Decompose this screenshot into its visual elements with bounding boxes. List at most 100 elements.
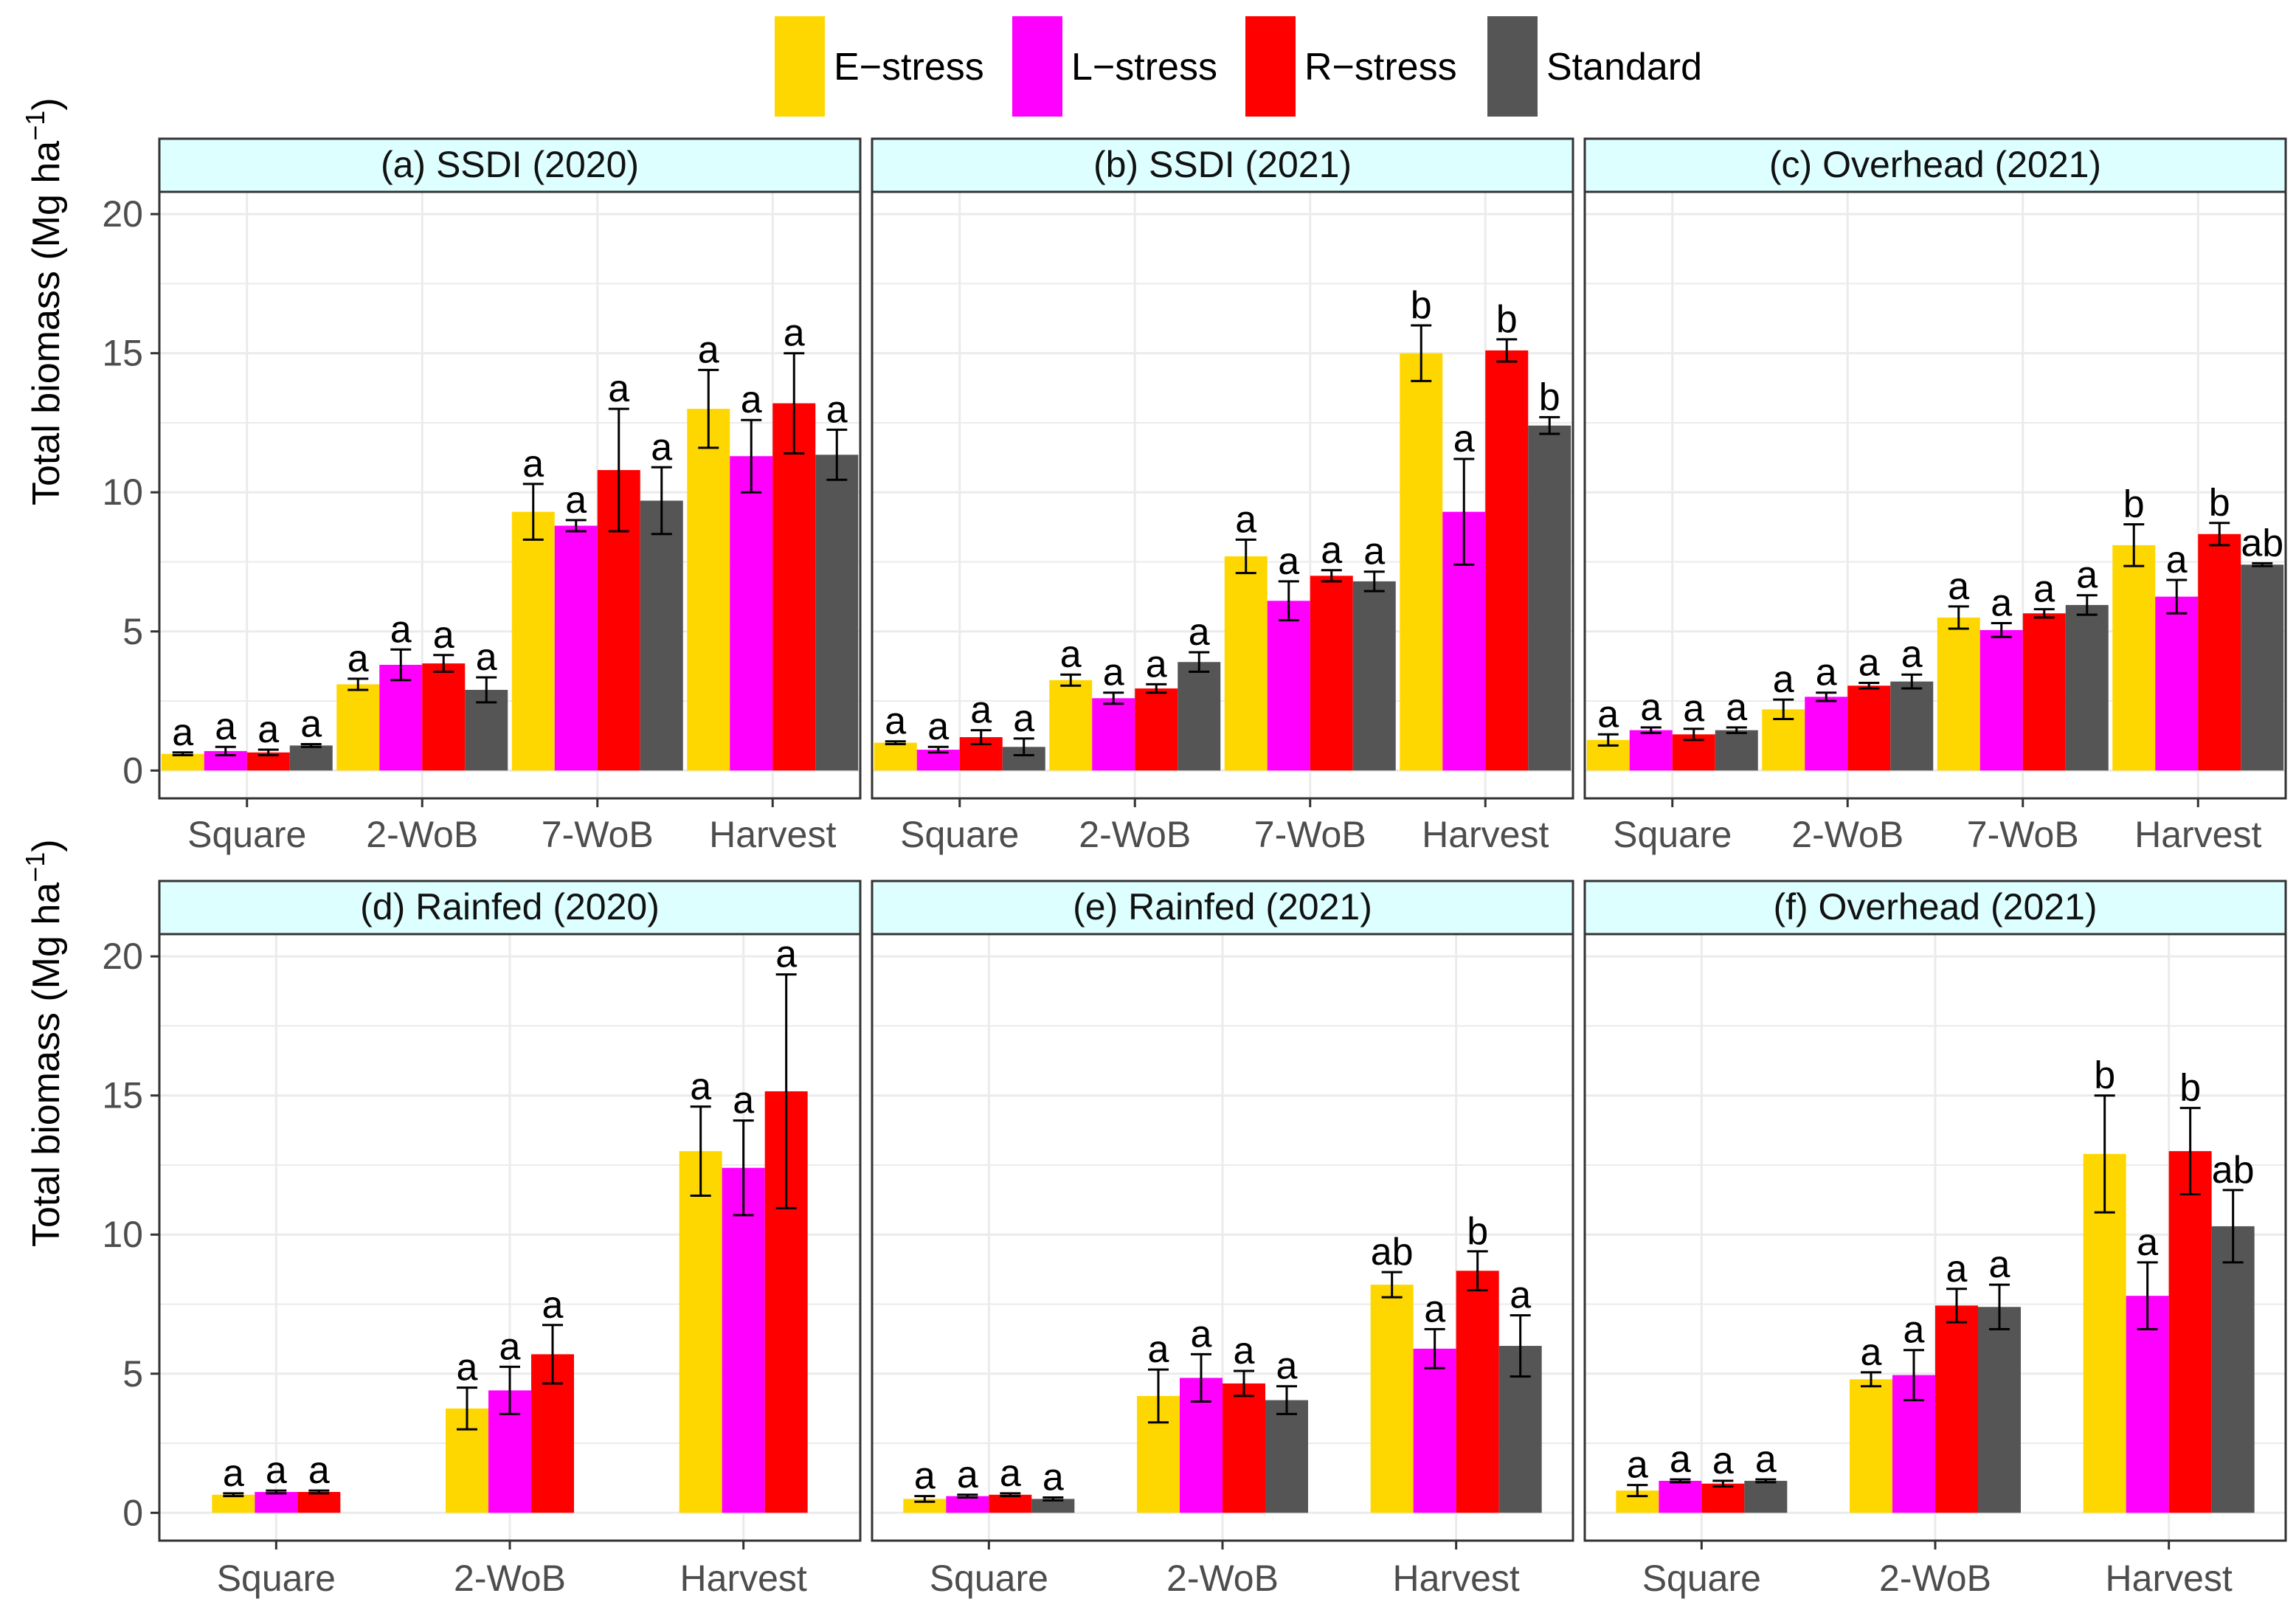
significance-letter: a	[775, 933, 797, 976]
bar-l-stress-harvest	[730, 456, 773, 771]
bar-e-stress-2-wob	[1850, 1379, 1892, 1513]
panel-title: (c) Overhead (2021)	[1769, 144, 2101, 185]
significance-letter: a	[172, 711, 193, 754]
y-tick-label: 15	[102, 1075, 143, 1116]
y-axis-title-text: Total biomass (Mg ha	[25, 141, 68, 505]
bar-r-stress-7-wob	[1310, 576, 1353, 771]
legend-label-r-stress: R−stress	[1304, 46, 1457, 89]
significance-letter: a	[970, 689, 992, 732]
bar-l-stress-7-wob	[1979, 629, 2023, 771]
x-tick-label: Square	[187, 814, 306, 855]
bar-r-stress-square	[1701, 1483, 1745, 1513]
significance-letter: a	[1948, 565, 1969, 608]
significance-letter: a	[1191, 1313, 1212, 1355]
significance-letter: a	[914, 1455, 936, 1498]
strip-background	[158, 137, 862, 193]
legend-label-e-stress: E−stress	[834, 46, 984, 89]
significance-letter: a	[1683, 688, 1704, 730]
x-tick-label: Harvest	[680, 1558, 807, 1599]
significance-letter: a	[542, 1284, 564, 1327]
significance-letter: a	[476, 636, 497, 679]
bar-e-stress-7-wob	[1224, 556, 1268, 771]
strip-background	[871, 880, 1574, 936]
y-tick-label: 5	[122, 1353, 143, 1395]
x-tick-label: Square	[217, 1558, 336, 1599]
significance-letter: a	[1453, 418, 1475, 460]
bar-l-stress-harvest	[1413, 1348, 1456, 1513]
significance-letter: ab	[2212, 1149, 2255, 1192]
significance-letter: b	[2179, 1067, 2201, 1110]
significance-letter: a	[1148, 1328, 1169, 1371]
significance-letter: a	[1901, 633, 1923, 676]
significance-letter: a	[1424, 1288, 1445, 1330]
significance-letter: b	[1539, 376, 1560, 418]
x-tick-label: Square	[1642, 1558, 1761, 1599]
bar-e-stress-harvest	[2083, 1153, 2126, 1513]
significance-letter: a	[2137, 1221, 2158, 1264]
y-axis-title-superscript: −1	[20, 852, 50, 882]
bar-e-stress-harvest	[1400, 353, 1443, 771]
significance-letter: a	[1321, 529, 1342, 572]
significance-letter: a	[1042, 1457, 1064, 1499]
significance-letter: a	[957, 1454, 978, 1496]
bar-l-stress-square	[255, 1492, 298, 1513]
significance-letter: a	[1363, 531, 1385, 573]
legend-swatch-r-stress	[1245, 16, 1296, 117]
significance-letter: a	[651, 426, 672, 469]
bar-standard-harvest	[2241, 564, 2284, 771]
x-tick-label: Square	[900, 814, 1019, 855]
strip-background	[1583, 880, 2287, 936]
bar-standard-harvest	[2211, 1226, 2255, 1513]
x-tick-label: 7-WoB	[1967, 814, 2079, 855]
bar-l-stress-7-wob	[554, 525, 598, 771]
bar-r-stress-square	[297, 1492, 341, 1513]
significance-letter: a	[608, 367, 629, 410]
significance-letter: a	[2076, 554, 2098, 597]
significance-letter: a	[1510, 1274, 1531, 1317]
significance-letter: a	[1276, 1345, 1298, 1388]
bar-l-stress-harvest	[2126, 1296, 2169, 1513]
y-axis-title-close: )	[25, 97, 68, 110]
bar-l-stress-2-wob	[379, 665, 423, 771]
significance-letter: a	[698, 328, 719, 371]
bar-e-stress-square	[212, 1494, 255, 1513]
bar-standard-7-wob	[1352, 581, 1396, 771]
significance-letter: a	[1991, 581, 2012, 624]
x-tick-label: 2-WoB	[1166, 1558, 1279, 1599]
x-tick-label: 2-WoB	[454, 1558, 566, 1599]
bar-r-stress-2-wob	[1847, 685, 1891, 771]
significance-letter: a	[1816, 652, 1837, 694]
bar-standard-2-wob	[1265, 1400, 1308, 1513]
y-tick-label: 15	[102, 333, 143, 374]
significance-letter: a	[499, 1325, 521, 1368]
significance-letter: a	[1989, 1243, 2010, 1286]
bar-l-stress-harvest	[2155, 596, 2199, 771]
bar-l-stress-square	[946, 1496, 989, 1513]
y-axis-title-top: Total biomass (Mg ha−1)	[20, 97, 68, 505]
bar-e-stress-harvest	[1370, 1285, 1414, 1513]
x-tick-label: Harvest	[2134, 814, 2261, 855]
bar-l-stress-square	[1629, 730, 1673, 771]
significance-letter: a	[223, 1452, 244, 1495]
y-tick-label: 20	[102, 936, 143, 977]
panel-title: (e) Rainfed (2021)	[1073, 886, 1372, 927]
significance-letter: a	[1189, 611, 1210, 654]
bar-e-stress-2-wob	[1049, 680, 1093, 771]
significance-letter: b	[2094, 1054, 2115, 1097]
legend: E−stress L−stress R−stress Standard	[775, 16, 1702, 117]
y-axis-title-close: )	[25, 839, 68, 851]
panel-title: (f) Overhead (2021)	[1773, 886, 2097, 927]
significance-letter: a	[1627, 1444, 1648, 1487]
bar-r-stress-7-wob	[2022, 613, 2066, 771]
strip-background	[1583, 137, 2287, 193]
y-tick-label: 0	[122, 1492, 143, 1533]
significance-letter: a	[1013, 697, 1034, 740]
bar-l-stress-harvest	[722, 1167, 765, 1513]
significance-letter: a	[2033, 568, 2055, 611]
y-tick-label: 5	[122, 611, 143, 652]
significance-letter: a	[1726, 686, 1747, 729]
